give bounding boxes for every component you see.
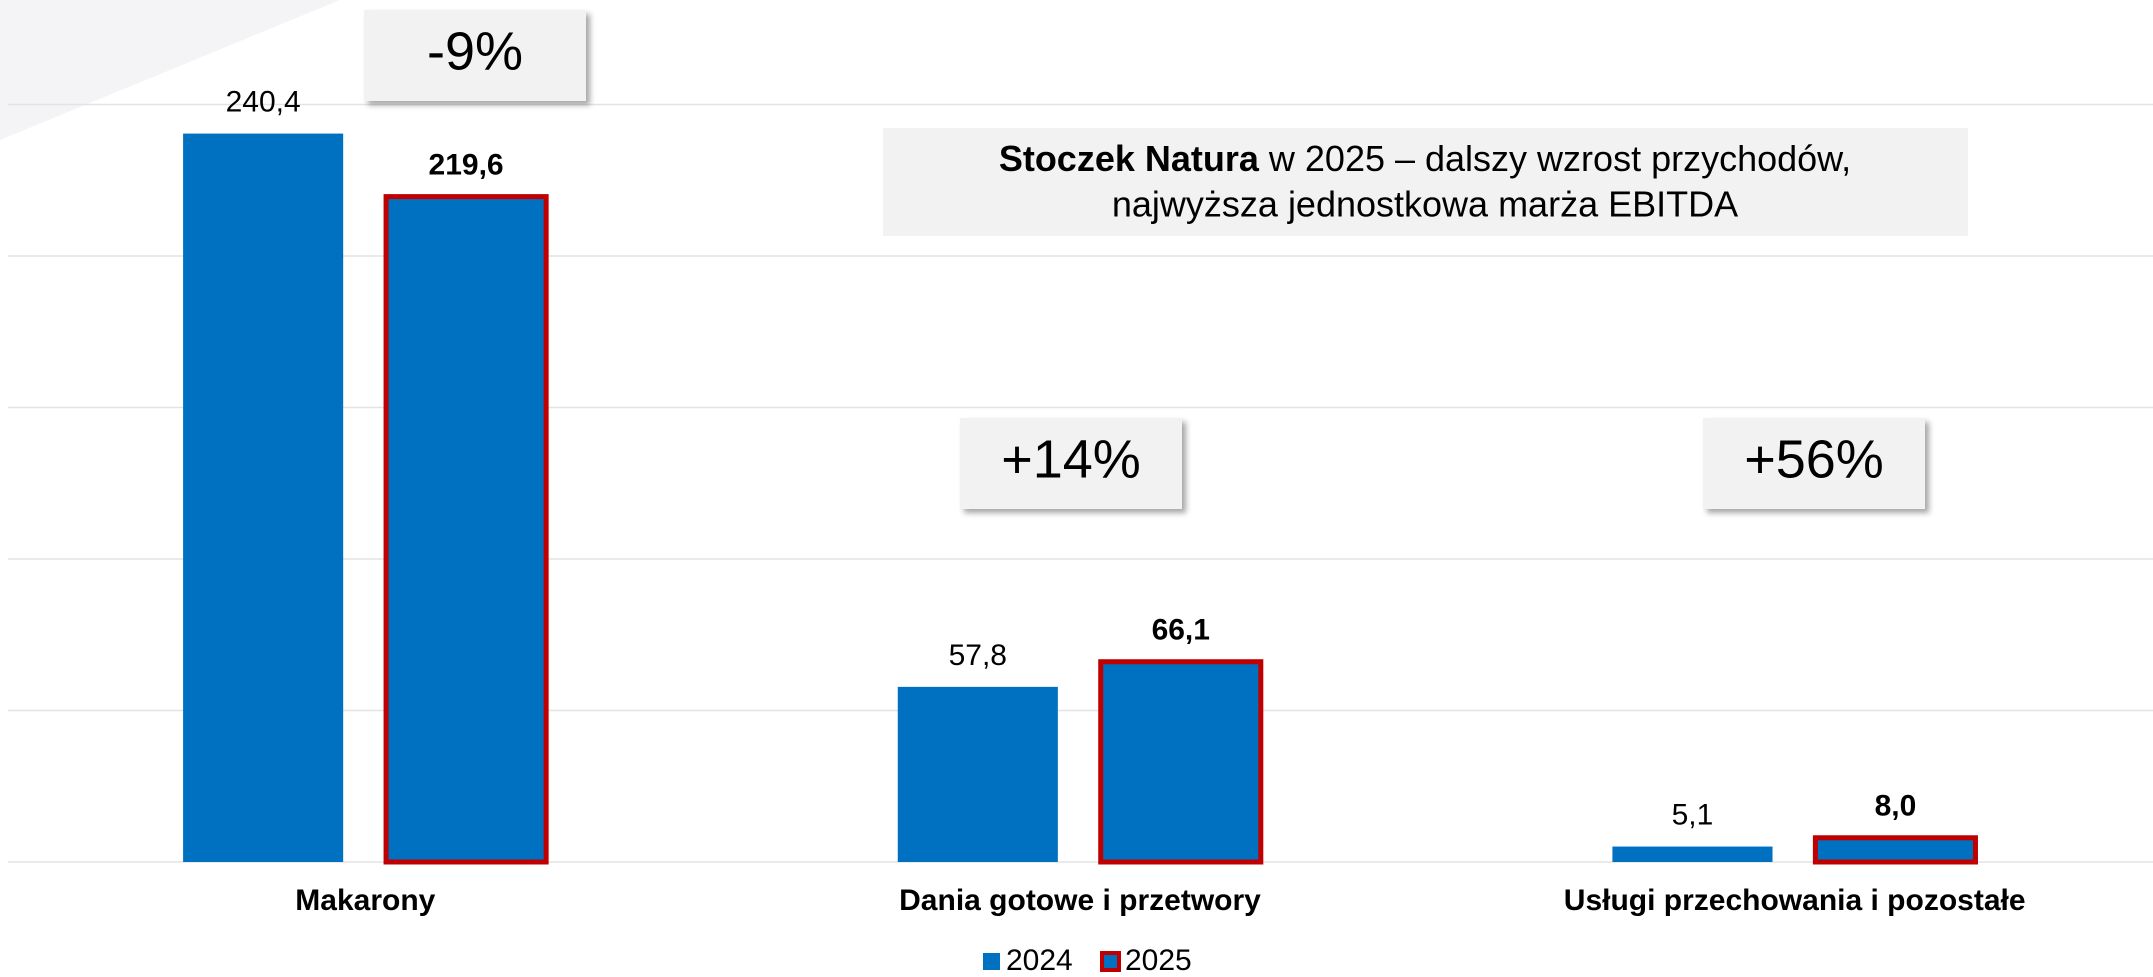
title-box	[883, 128, 1968, 236]
bar	[183, 133, 344, 862]
title-bold: Stoczek Natura	[999, 138, 1260, 179]
value-label: 5,1	[1672, 798, 1714, 831]
bar	[1098, 659, 1264, 865]
decoration	[0, 0, 340, 140]
bar	[1812, 835, 1978, 865]
annotation-box	[364, 10, 586, 101]
annotation: -9%	[427, 21, 523, 81]
annotations: -9% +14% +56%	[364, 10, 1925, 509]
annotation: +14%	[1001, 429, 1141, 489]
title-line: najwyższa jednostkowa marża EBITDA	[1112, 184, 1738, 225]
value-label: 219,6	[429, 149, 504, 182]
x-tick-label: Makarony	[295, 884, 435, 917]
annotation: +56%	[1744, 429, 1884, 489]
annotation-box	[960, 418, 1182, 509]
legend-label: 2024	[1006, 944, 1073, 977]
value-label: 8,0	[1875, 790, 1917, 823]
value-label: 240,4	[226, 86, 301, 119]
bar	[1612, 846, 1773, 862]
value-label: 57,8	[949, 639, 1007, 672]
chart-title: Stoczek Natura w 2025 – dalszy wzrost prz…	[999, 138, 1851, 179]
bars: 240,4 219,6 57,8 66,1 5,1 8,0	[183, 86, 1978, 865]
legend-swatch	[1100, 951, 1121, 972]
legend-swatch	[983, 953, 1000, 970]
value-label: 66,1	[1152, 614, 1210, 647]
title-part: w 2025 – dalszy wzrost przychodów,	[1268, 138, 1851, 179]
legend-label: 2025	[1125, 944, 1192, 977]
x-tick-label: Dania gotowe i przetwory	[899, 884, 1261, 917]
legend: 2024 2025	[983, 944, 1192, 977]
grid	[8, 103, 2153, 863]
bar	[383, 194, 549, 865]
x-tick-label: Usługi przechowania i pozostałe	[1564, 884, 2026, 917]
annotation-box	[1703, 418, 1925, 509]
bar	[897, 686, 1058, 862]
